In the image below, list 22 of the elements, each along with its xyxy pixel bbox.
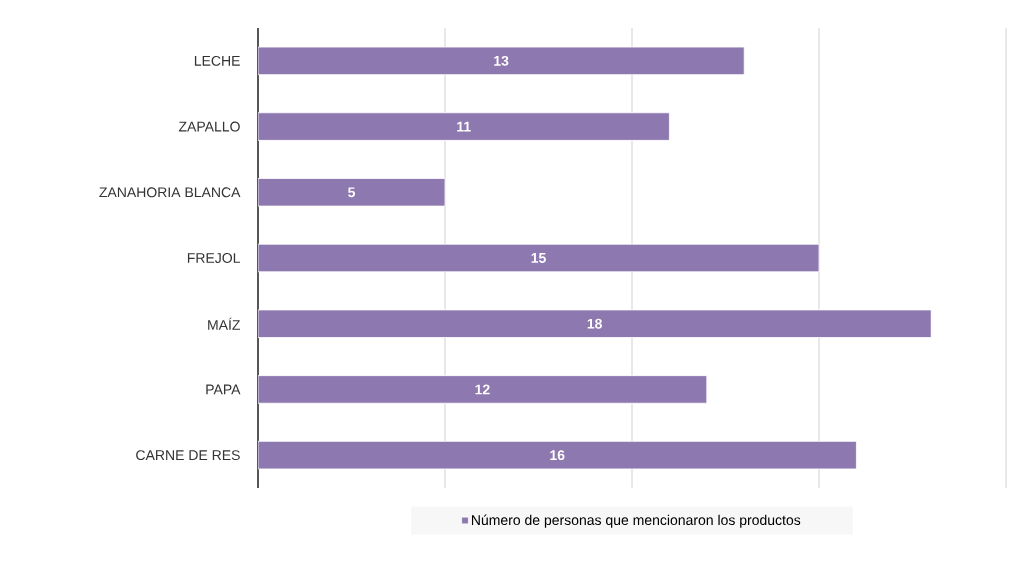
bar	[258, 440, 857, 470]
y-tick-label: MAÍZ	[208, 317, 241, 330]
y-tick-label: CARNE DE RES	[136, 450, 240, 461]
data-label: 5	[348, 187, 356, 198]
legend-label: Número de personas que mencionaron los productos	[471, 514, 801, 528]
bar	[258, 243, 820, 273]
data-label: 11	[457, 121, 471, 132]
data-label: 15	[531, 253, 546, 263]
bar	[258, 178, 446, 207]
y-tick-label: FREJOL	[187, 253, 241, 263]
bar	[258, 112, 670, 141]
y-tick-label: ZAPALLO	[178, 121, 240, 132]
bar	[258, 375, 708, 404]
y-tick-label: ZANAHORIA BLANCA	[99, 187, 241, 198]
y-tick-label: PAPA	[206, 384, 241, 395]
data-label: 18	[587, 318, 602, 329]
data-label: 16	[550, 450, 565, 461]
data-label: 13	[494, 55, 509, 66]
y-tick-label: LECHE	[194, 55, 240, 66]
data-label: 12	[475, 384, 490, 395]
bar	[258, 46, 745, 76]
bar	[258, 309, 932, 338]
